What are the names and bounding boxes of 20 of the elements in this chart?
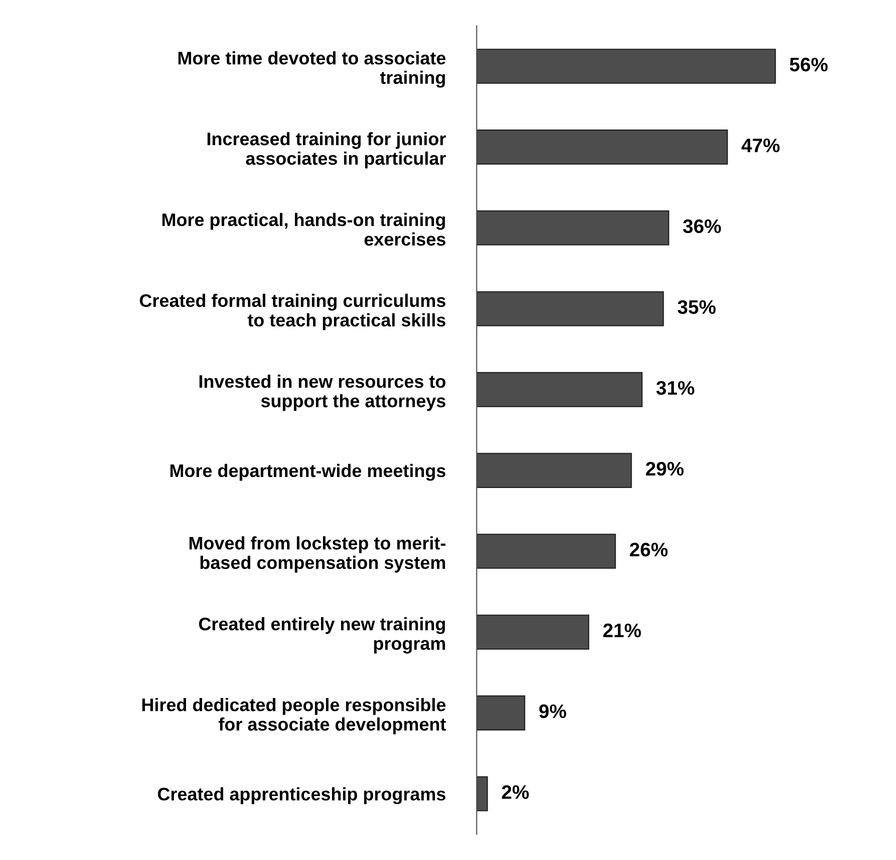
y-tick-label: Increased training for junior associates in particular (208, 132, 446, 168)
y-tick-label: Hired dedicated people responsible for associate development (142, 698, 446, 734)
y-tick-label: Created entirely new training program (199, 617, 445, 654)
data-label: 29% (646, 462, 684, 476)
y-tick-label: Moved from lockstep to merit- based compensation system (190, 536, 446, 573)
data-label: 47% (742, 138, 780, 152)
data-label: 9% (539, 704, 566, 718)
y-tick-label: More department-wide meetings (170, 464, 446, 481)
data-label: 35% (678, 300, 716, 314)
data-label: 56% (790, 58, 828, 72)
y-tick-label: Created formal training curriculums to teach practical skills (140, 294, 446, 330)
data-label: 26% (630, 542, 668, 556)
y-tick-label: More practical, hands-on training exercises (162, 212, 446, 246)
y-tick-label: Invested in new resources to support the attorneys (200, 374, 446, 411)
data-label: 31% (656, 381, 694, 395)
data-label: 21% (603, 624, 641, 638)
data-label: 36% (683, 219, 721, 234)
y-tick-label: More time devoted to associate training (178, 51, 446, 88)
data-label: 2% (502, 785, 529, 799)
y-tick-label: Created apprenticeship programs (158, 787, 446, 804)
